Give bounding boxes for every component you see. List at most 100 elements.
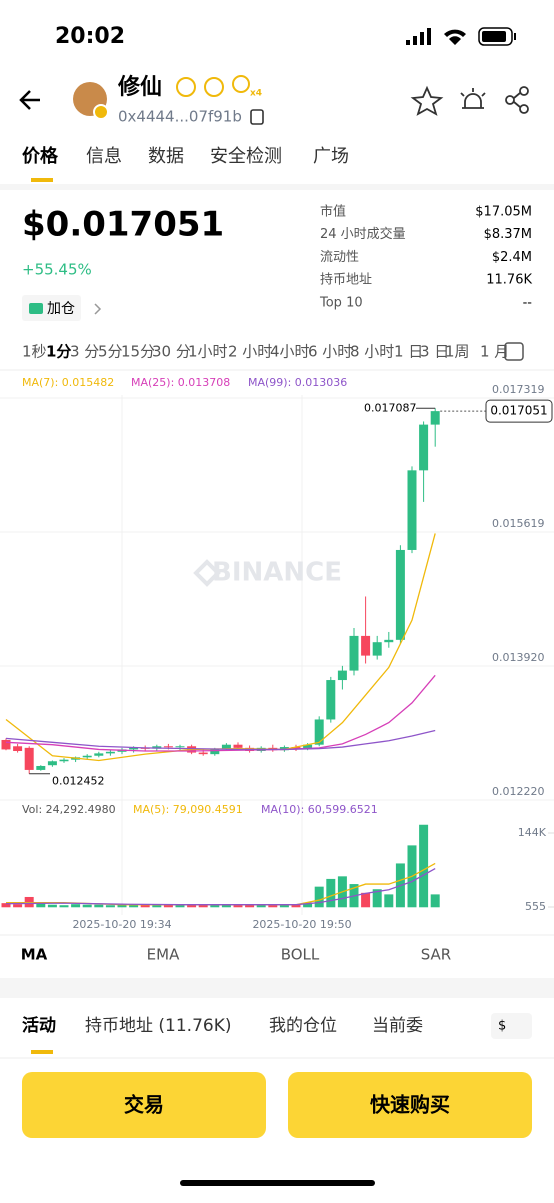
last-price-box xyxy=(485,399,553,423)
candle-body xyxy=(407,470,417,550)
candle-body xyxy=(337,670,347,681)
stat-label: 市值 xyxy=(320,204,346,220)
bottom-tab: 活动 xyxy=(22,1015,56,1036)
candle-body xyxy=(82,755,92,758)
y-tick-label: 0.015619 xyxy=(492,517,545,530)
time: 20:02 xyxy=(55,24,125,49)
time-label: 2025-10-20 19:50 xyxy=(252,918,351,931)
candle-body xyxy=(279,747,289,751)
volume-bar xyxy=(187,904,197,908)
tab: 数据 xyxy=(148,146,184,167)
indicator-tab: BOLL xyxy=(281,946,320,964)
currency-toggle[interactable] xyxy=(491,1013,532,1039)
indicator-tab: EMA xyxy=(147,946,180,964)
back-button[interactable] xyxy=(19,90,40,110)
interval: 15分 xyxy=(121,343,155,361)
bottom-tab: 我的仓位 xyxy=(269,1016,337,1036)
volume-bar xyxy=(175,905,185,908)
candle-body xyxy=(94,753,104,756)
grid xyxy=(0,395,554,915)
ma-legend: MA(7): 0.015482 xyxy=(22,376,114,389)
interval: 1小时 xyxy=(188,343,228,361)
volume-bar xyxy=(430,894,440,908)
stat-value: $2.4M xyxy=(492,250,532,265)
volume-bar xyxy=(268,905,278,908)
settings-icon[interactable] xyxy=(504,342,524,361)
volume-bar xyxy=(152,905,162,908)
candle-body xyxy=(163,746,173,748)
interval: 8 小时 xyxy=(350,343,394,361)
stat-label: 24 小时成交量 xyxy=(320,226,406,242)
currency-label: $ xyxy=(498,1019,506,1034)
ma-line xyxy=(5,729,436,751)
candle-body xyxy=(1,739,11,750)
add-icon xyxy=(29,303,43,314)
interval: 3 分 xyxy=(70,343,99,361)
volume-bar xyxy=(221,904,231,908)
vol-tick-label: 144K xyxy=(518,826,547,839)
volume-bar xyxy=(94,904,104,908)
ma-legend: MA(25): 0.013708 xyxy=(131,376,230,389)
candle-body xyxy=(361,635,371,656)
interval: 30 分 xyxy=(152,343,191,361)
copy-icon[interactable] xyxy=(250,109,264,125)
interval: 6 小时 xyxy=(308,343,352,361)
volume-bar xyxy=(47,904,57,908)
volume-bar xyxy=(82,904,92,908)
candle-body xyxy=(395,549,405,640)
candle-body xyxy=(105,751,115,754)
volume-bar xyxy=(210,905,220,908)
candle-body xyxy=(59,759,69,762)
volume-bar xyxy=(245,904,255,908)
status-icons xyxy=(406,27,516,46)
vol-ma-legend: MA(10): 60,599.6521 xyxy=(261,803,378,816)
candle-body xyxy=(291,747,301,749)
candle-body xyxy=(175,746,185,748)
vol-ma-line xyxy=(6,862,436,906)
volume-bar xyxy=(256,905,266,908)
y-tick-label: 0.013920 xyxy=(492,651,545,664)
y-tick-label: 0.017319 xyxy=(492,383,545,396)
tab: 安全检测 xyxy=(210,146,282,167)
candle-body xyxy=(314,719,324,745)
volume-bar xyxy=(303,902,313,908)
candle-body xyxy=(129,747,139,750)
volume-bar xyxy=(36,902,46,908)
candle-body xyxy=(198,752,208,755)
add-position-button[interactable] xyxy=(22,295,81,321)
alert-icon[interactable] xyxy=(460,88,486,109)
time-label: 2025-10-20 19:34 xyxy=(72,918,171,931)
share-icon[interactable] xyxy=(505,86,529,114)
candle-body xyxy=(221,744,231,750)
volume-bar xyxy=(279,904,289,908)
volume-bar xyxy=(419,824,429,908)
ma-legend: MA(99): 0.013036 xyxy=(248,376,347,389)
interval: 1 月 xyxy=(480,343,509,361)
chain-badge xyxy=(93,104,109,120)
interval: 2 小时 xyxy=(228,343,272,361)
candle-body xyxy=(349,635,359,671)
candle-body xyxy=(210,749,220,755)
quick-buy-button[interactable] xyxy=(288,1072,532,1138)
trade-button[interactable] xyxy=(22,1072,266,1138)
candle-body xyxy=(430,411,440,425)
divider xyxy=(0,978,554,998)
indicator-tab: MA xyxy=(21,946,48,964)
volume-bar xyxy=(59,905,69,908)
favorite-icon[interactable] xyxy=(410,85,444,116)
price: $0.017051 xyxy=(22,205,224,245)
interval: 1分 xyxy=(46,343,71,361)
high-label: 0.017087 xyxy=(364,401,417,414)
vol-ma-legend: MA(5): 79,090.4591 xyxy=(133,803,243,816)
bottom-tab-indicator xyxy=(31,1050,53,1054)
interval: 4小时 xyxy=(270,343,310,361)
token-name: 修仙 xyxy=(117,74,162,100)
tab: 价格 xyxy=(22,145,59,167)
badges xyxy=(176,75,250,97)
candle-body xyxy=(372,642,382,656)
address: 0x4444...07f91b xyxy=(118,108,242,126)
home-indicator xyxy=(180,1180,375,1186)
stat-value: $8.37M xyxy=(484,227,532,242)
